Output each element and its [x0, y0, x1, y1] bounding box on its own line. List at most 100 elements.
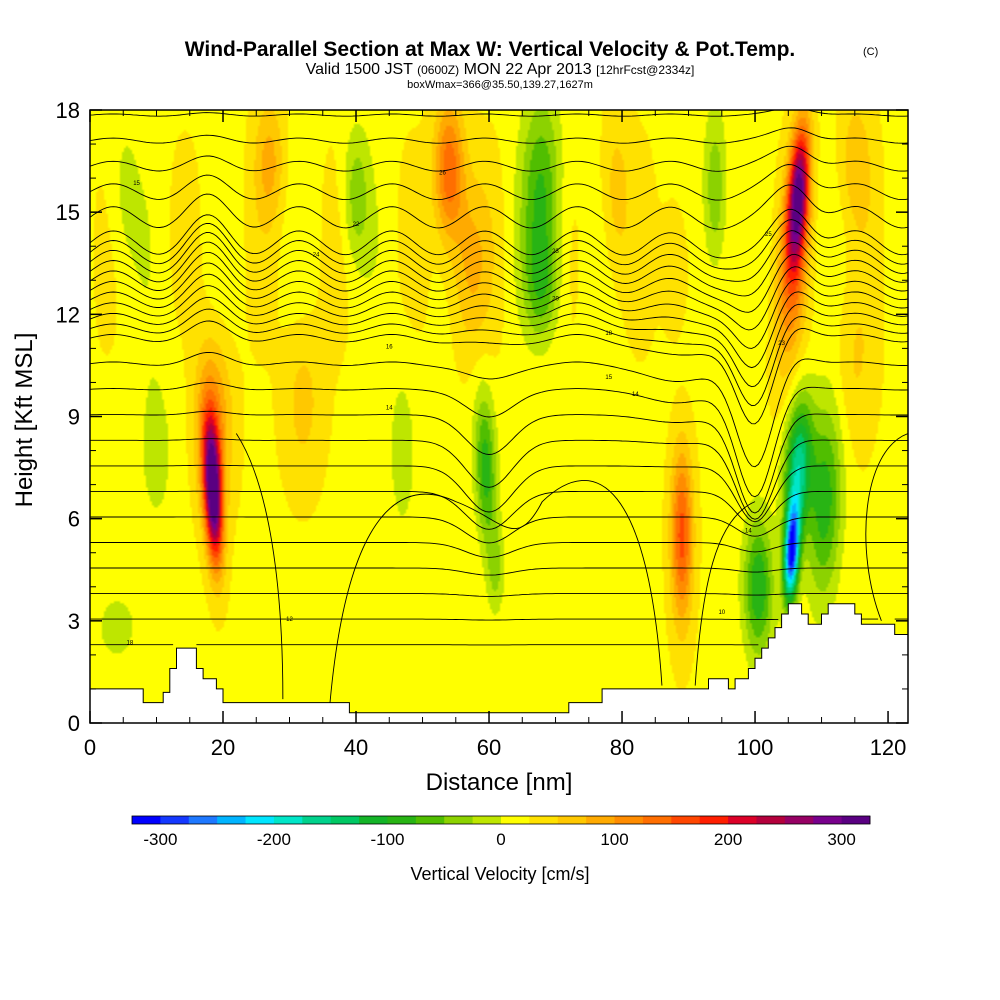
x-axis-label: Distance [nm]	[426, 769, 573, 796]
isentrope-line	[90, 438, 908, 520]
x-tick-label: 20	[211, 735, 235, 760]
copyright-mark: (C)	[863, 46, 878, 58]
isentrope-line	[90, 219, 908, 270]
isentrope-line	[90, 382, 908, 498]
y-tick-label: 15	[56, 200, 80, 225]
isentrope-line	[90, 308, 908, 407]
colorbar	[131, 815, 871, 825]
contour-label: 23	[778, 341, 785, 347]
isentrope-line	[90, 262, 908, 331]
chart-subtitle: Valid 1500 JST (0600Z) MON 22 Apr 2013 […	[306, 61, 695, 78]
isentrope-line	[90, 273, 908, 349]
x-tick-label: 80	[610, 735, 634, 760]
colorbar-swatch	[671, 816, 701, 824]
potential-temperature-contours	[90, 110, 908, 710]
colorbar-frame	[131, 815, 871, 825]
colorbar-swatch	[642, 816, 672, 824]
colorbar-ticks: -300 -200 -100 0 100 200 300	[143, 830, 855, 849]
colorbar-swatch	[273, 816, 303, 824]
contour-label: 16	[386, 344, 393, 350]
contour-label: 23	[552, 249, 559, 255]
colorbar-swatch	[330, 816, 360, 824]
y-tick-label: 6	[68, 507, 80, 532]
colorbar-swatch	[359, 816, 388, 824]
isentrope-line	[90, 320, 908, 425]
contour-label: 14	[745, 528, 752, 534]
colorbar-swatch	[529, 816, 559, 824]
colorbar-swatch	[699, 816, 729, 824]
contour-label: 14	[632, 392, 639, 398]
colorbar-swatch	[728, 816, 757, 824]
isentrope-line	[90, 410, 908, 514]
colorbar-swatch	[756, 816, 786, 824]
isentrope-line	[90, 127, 908, 144]
isentrope-line	[90, 618, 908, 621]
y-tick-label: 9	[68, 405, 80, 430]
y-tick-label: 3	[68, 609, 80, 634]
x-tick-label: 120	[870, 735, 907, 760]
isentrope-line	[90, 184, 908, 230]
colorbar-swatch	[132, 816, 161, 824]
isentrope-line	[90, 567, 908, 576]
colorbar-swatch	[188, 816, 218, 824]
isentrope-line	[90, 285, 908, 369]
contour-label: 22	[353, 222, 360, 228]
box-wmax-label: boxWmax=366@35.50,139.27,1627m	[407, 79, 593, 91]
colorbar-swatch	[557, 816, 587, 824]
colorbar-swatch	[586, 816, 615, 824]
colorbar-swatch	[472, 816, 502, 824]
terrain-mask	[90, 603, 908, 723]
isentrope-line	[90, 230, 908, 282]
colorbar-swatch	[387, 816, 417, 824]
colorbar-swatch	[302, 816, 332, 824]
y-axis: 0 3 6 9 12 15 18	[56, 98, 908, 736]
y-tick-label: 18	[56, 98, 80, 123]
contour-label: 15	[605, 375, 612, 381]
plot-area: 18 15 24 12 14 16 22 26 20 23 18 15 14 10 25 23 14	[90, 110, 908, 723]
contour-label: 18	[127, 641, 134, 647]
contour-label: 12	[286, 617, 293, 623]
chart-title: Wind-Parallel Section at Max W: Vertical…	[185, 38, 796, 61]
colorbar-swatch	[160, 816, 190, 824]
contour-label: 26	[439, 171, 446, 177]
colorbar-swatch	[245, 816, 275, 824]
isentrope-line	[90, 516, 908, 544]
isentrope-line	[328, 480, 663, 710]
colorbar-swatch	[444, 816, 474, 824]
y-tick-label: 12	[56, 302, 80, 327]
isentrope-line	[90, 208, 908, 259]
isentrope-line	[235, 433, 284, 700]
colorbar-tick-label: 200	[714, 830, 742, 849]
y-axis-label: Height [Kft MSL]	[11, 333, 38, 508]
isentrope-line	[90, 593, 908, 597]
colorbar-tick-label: 100	[600, 830, 628, 849]
contour-label: 20	[552, 297, 559, 303]
contour-label: 18	[605, 331, 612, 337]
colorbar-tick-label: 300	[827, 830, 855, 849]
colorbar-swatch	[614, 816, 644, 824]
isentrope-line	[90, 351, 908, 468]
isentrope-line	[90, 296, 908, 388]
colorbar-tick-label: -100	[370, 830, 404, 849]
colorbar-title: Vertical Velocity [cm/s]	[410, 864, 589, 884]
isentrope-line	[865, 433, 908, 621]
isentrope-line	[90, 542, 908, 558]
isentrope-line	[90, 490, 908, 530]
x-tick-label: 0	[84, 735, 96, 760]
isentrope-line	[90, 241, 908, 297]
x-tick-label: 60	[477, 735, 501, 760]
vertical-velocity-field	[90, 110, 908, 723]
colorbar-swatch	[813, 816, 843, 824]
contour-labels: 18 15 24 12 14 16 22 26 20 23 18 15 14 10 25 23 14	[127, 171, 786, 647]
colorbar-tick-label: 0	[496, 830, 505, 849]
x-tick-label: 40	[344, 735, 368, 760]
isentrope-line	[694, 501, 756, 686]
contour-label: 15	[133, 181, 140, 187]
colorbar-swatch	[217, 816, 246, 824]
isentrope-line	[90, 464, 908, 523]
contour-label: 10	[718, 610, 725, 616]
colorbar-swatch	[415, 816, 445, 824]
colorbar-swatch	[784, 816, 814, 824]
x-tick-label: 100	[737, 735, 774, 760]
